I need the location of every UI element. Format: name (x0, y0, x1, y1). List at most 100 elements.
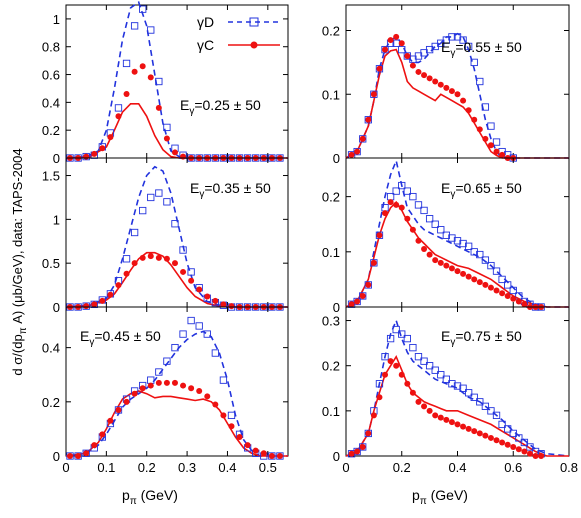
gamma-c-data-point (115, 282, 122, 289)
gamma-d-data-point (381, 45, 389, 54)
gamma-c-data-point (107, 417, 114, 424)
gamma-d-data-point (481, 103, 490, 111)
gamma-c-data-point (387, 37, 394, 44)
gamma-c-data-point (404, 53, 411, 59)
gamma-d-data-point (375, 65, 384, 73)
gamma-c-model-line (345, 200, 569, 308)
gamma-d-data-point (375, 380, 384, 388)
x-axis-label-right-unit: (GeV) (427, 487, 468, 503)
gamma-c-data-point (212, 401, 219, 408)
gamma-c-data-point (276, 453, 283, 459)
gamma-d-data-point (82, 302, 90, 310)
gamma-c-data-point (75, 453, 82, 459)
gamma-c-data-point (454, 91, 461, 98)
gamma-c-data-point (348, 151, 355, 158)
gamma-d-data-point (187, 316, 195, 325)
gamma-d-data-point (504, 425, 512, 433)
gamma-c-data-point (454, 268, 461, 275)
gamma-d-data-point (504, 281, 512, 289)
gamma-d-data-point (171, 343, 179, 352)
gamma-c-data-point (260, 450, 267, 457)
gamma-d-data-point (375, 231, 384, 239)
y-tick-label: 0 (53, 449, 60, 464)
gamma-c-data-point (448, 88, 455, 95)
gamma-d-data-point (526, 443, 534, 451)
y-tick-label: 0.3 (322, 314, 340, 329)
gamma-c-data-point (409, 389, 416, 396)
gamma-d-data-point (114, 104, 123, 112)
gamma-c-data-point (432, 412, 439, 419)
gamma-c-data-point (196, 286, 203, 293)
panel-2: 0 0.1 0.2 Eγ=0.55 ± 50 (322, 4, 570, 166)
gamma-c-data-point (415, 398, 422, 405)
gamma-d-data-point (409, 343, 417, 352)
gamma-c-data-point (91, 150, 98, 157)
gamma-d-data-point (171, 220, 179, 228)
gamma-c-data-point (471, 116, 478, 123)
gamma-d-data-point (155, 189, 163, 197)
x-tick-label: 0.8 (560, 460, 578, 475)
x-axis-label-right: pπ (GeV) (412, 487, 468, 507)
gamma-c-data-point (393, 201, 400, 208)
gamma-c-data-point (398, 371, 405, 378)
gamma-d-data-point (414, 353, 423, 361)
gamma-c-data-point (476, 126, 483, 133)
gamma-c-data-point (83, 450, 90, 457)
gamma-c-data-point (398, 40, 405, 47)
gamma-d-data-point (82, 152, 90, 161)
gamma-c-data-point (499, 290, 506, 297)
y-tick-label: 0.4 (42, 341, 60, 356)
gamma-c-data-point (376, 65, 383, 72)
gamma-d-data-point (268, 452, 276, 460)
gamma-d-data-point (364, 429, 372, 438)
gamma-c-data-point (365, 430, 372, 437)
gamma-c-data-point (521, 301, 528, 308)
gamma-c-data-point (348, 301, 355, 308)
gamma-c-data-point (123, 270, 130, 277)
gamma-d-data-point (465, 42, 473, 51)
gamma-d-data-point (227, 411, 236, 420)
y-tick-label: 0 (53, 151, 60, 166)
gamma-c-data-point (220, 301, 227, 308)
gamma-c-data-point (454, 421, 461, 428)
gamma-d-data-point (420, 357, 428, 365)
gamma-c-model-line (65, 390, 288, 457)
gamma-d-data-point (459, 36, 467, 44)
gamma-c-data-point (131, 68, 138, 75)
x-tick-label: 0.6 (504, 460, 522, 475)
gamma-d-data-point (386, 334, 395, 343)
gamma-d-data-point (498, 275, 506, 284)
gamma-c-data-point (180, 153, 187, 160)
panel-5: 0 0.1 0.2 0.3 0.4 0.5 0 0.2 0.4 Eγ=0.45 ± 50 (42, 306, 289, 475)
gamma-c-data-point (376, 394, 383, 401)
gamma-c-data-point (404, 215, 411, 222)
x-tick-label: 0.4 (218, 460, 236, 475)
gamma-c-data-point (460, 97, 467, 104)
gamma-c-data-point (404, 380, 411, 387)
energy-annotation: Eγ=0.75 ± 50 (441, 328, 522, 348)
gamma-d-data-point (476, 398, 484, 406)
gamma-d-data-point (82, 449, 90, 457)
gamma-c-data-point (398, 204, 405, 211)
gamma-c-data-point (155, 254, 162, 261)
gamma-c-data-point (83, 153, 90, 160)
gamma-c-data-point (510, 443, 517, 450)
gamma-d-data-point (509, 429, 517, 438)
gamma-c-data-point (515, 446, 522, 453)
gamma-c-data-point (465, 425, 472, 432)
gamma-c-data-point (387, 358, 394, 365)
gamma-d-data-point (398, 330, 406, 338)
y-axis-label-sub: π (18, 327, 29, 334)
gamma-c-data-point (115, 406, 122, 413)
panel-frame (65, 306, 289, 457)
gamma-d-model-line (345, 32, 569, 159)
gamma-d-data-point (470, 393, 478, 401)
gamma-c-data-point (99, 431, 106, 438)
gamma-c-data-point (448, 265, 455, 272)
gamma-d-data-point (453, 382, 462, 390)
gamma-d-data-point (437, 226, 445, 234)
gamma-c-data-point (99, 145, 106, 152)
gamma-d-data-point (476, 250, 484, 259)
gamma-d-data-point (515, 434, 523, 442)
